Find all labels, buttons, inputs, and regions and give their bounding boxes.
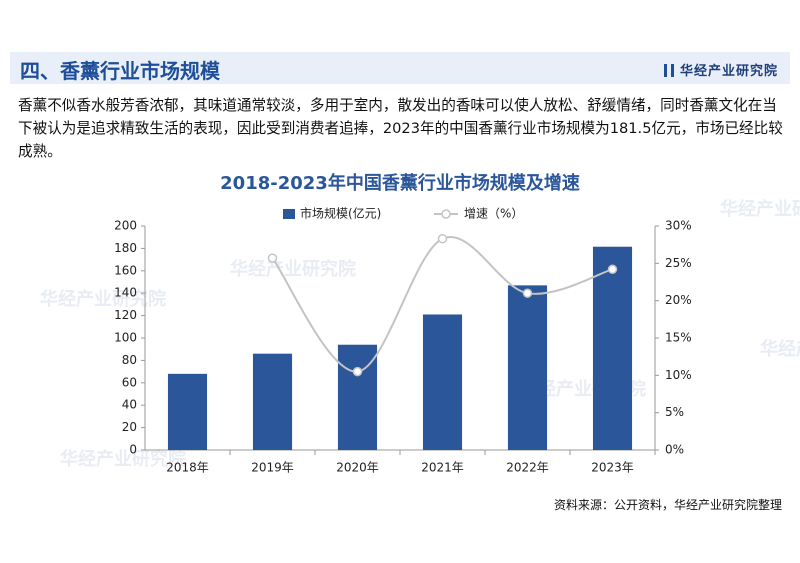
x-tick-label: 2020年 [336, 461, 379, 475]
bar [507, 285, 548, 450]
legend-swatch [283, 209, 295, 219]
y2-tick-label: 15% [665, 331, 692, 345]
legend-label: 增速（%） [464, 207, 523, 221]
y2-tick-label: 0% [665, 443, 684, 457]
chart-title: 2018-2023年中国香薰行业市场规模及增速 [220, 172, 580, 194]
watermark: 华经产业研究院 [720, 198, 800, 220]
x-tick-label: 2023年 [591, 461, 634, 475]
x-tick-label: 2019年 [251, 461, 294, 475]
header-title: 四、香薰行业市场规模 [20, 59, 220, 83]
growth-marker [522, 288, 533, 298]
y2-tick-label: 5% [665, 405, 684, 419]
growth-marker [352, 366, 363, 377]
header: 四、香薰行业市场规模 华经产业研究院 [10, 52, 790, 84]
y-tick-label: 200 [114, 219, 137, 233]
watermark: 华经产业研究院 [40, 288, 166, 310]
y2-tick-label: 10% [665, 368, 692, 382]
y-tick-label: 120 [114, 308, 137, 322]
y-tick-label: 140 [114, 286, 137, 300]
watermark: 华经产业研究院 [230, 258, 356, 280]
source: 资料来源：公开资料，华经产业研究院整理 [553, 498, 782, 512]
x-tick-label: 2018年 [166, 461, 209, 475]
watermark: 华经产业研究院 [60, 448, 186, 470]
y2-tick-label: 25% [665, 256, 692, 270]
y-tick-label: 0 [129, 443, 137, 457]
y-tick-label: 100 [114, 331, 137, 345]
growth-marker [607, 264, 618, 275]
growth-marker [437, 233, 448, 244]
bar [252, 353, 293, 450]
bar [167, 373, 208, 450]
y2-tick-label: 30% [665, 219, 692, 233]
legend-label: 市场规模(亿元) [300, 206, 381, 221]
y-tick-label: 180 [114, 241, 137, 255]
brand: 华经产业研究院 [664, 60, 778, 79]
x-tick-label: 2021年 [421, 461, 464, 475]
growth-line [271, 235, 613, 373]
watermark: 华经产业研究院 [760, 338, 800, 360]
y-tick-label: 20 [122, 420, 137, 434]
y-tick-label: 40 [122, 398, 137, 412]
bar [422, 314, 463, 450]
growth-marker [267, 253, 278, 263]
y2-tick-label: 20% [665, 293, 692, 307]
y-tick-label: 60 [122, 375, 137, 389]
legend-marker [441, 209, 451, 219]
bar [592, 246, 633, 450]
y-tick-label: 80 [122, 353, 137, 367]
y-tick-label: 160 [114, 263, 137, 277]
paragraph: 香薰不似香水般芳香浓郁，其味道通常较淡，多用于室内，散发出的香味可以使人放松、舒… [18, 97, 783, 160]
x-tick-label: 2022年 [506, 461, 549, 475]
